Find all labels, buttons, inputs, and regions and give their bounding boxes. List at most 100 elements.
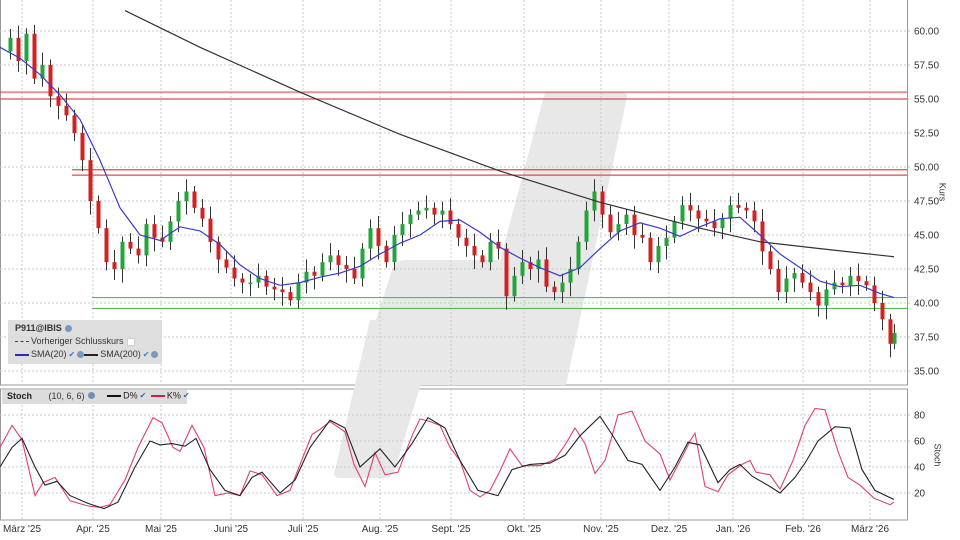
candle-body[interactable] bbox=[144, 224, 149, 256]
candle-body[interactable] bbox=[648, 237, 653, 263]
candle-body[interactable] bbox=[464, 237, 469, 246]
candle-body[interactable] bbox=[280, 289, 285, 293]
candle-body[interactable] bbox=[888, 319, 893, 344]
candle-body[interactable] bbox=[208, 218, 213, 242]
check-icon[interactable]: ✔ bbox=[182, 391, 190, 401]
candle-body[interactable] bbox=[360, 248, 365, 279]
candle-body[interactable] bbox=[892, 332, 897, 344]
candle-body[interactable] bbox=[720, 218, 725, 229]
candle-body[interactable] bbox=[344, 264, 349, 269]
candle-body[interactable] bbox=[408, 214, 413, 225]
candle-body[interactable] bbox=[880, 303, 885, 320]
candle-body[interactable] bbox=[216, 241, 221, 260]
candle-body[interactable] bbox=[104, 228, 109, 263]
candle-body[interactable] bbox=[312, 271, 317, 276]
candle-body[interactable] bbox=[32, 33, 37, 79]
candle-body[interactable] bbox=[728, 205, 733, 219]
candle-body[interactable] bbox=[744, 207, 749, 211]
candle-body[interactable] bbox=[88, 160, 93, 201]
checkbox-icon[interactable] bbox=[126, 337, 135, 346]
candle-body[interactable] bbox=[272, 286, 277, 290]
candle-body[interactable] bbox=[712, 221, 717, 229]
candle-body[interactable] bbox=[224, 259, 229, 268]
candle-body[interactable] bbox=[504, 248, 509, 297]
candle-body[interactable] bbox=[520, 262, 525, 276]
candle-body[interactable] bbox=[704, 218, 709, 222]
candle-body[interactable] bbox=[536, 259, 541, 269]
candle-body[interactable] bbox=[456, 224, 461, 238]
candle-body[interactable] bbox=[256, 275, 261, 283]
candle-body[interactable] bbox=[784, 278, 789, 293]
candle-body[interactable] bbox=[392, 235, 397, 263]
candle-body[interactable] bbox=[424, 207, 429, 211]
candle-body[interactable] bbox=[240, 278, 245, 283]
candle-body[interactable] bbox=[320, 262, 325, 276]
candle-body[interactable] bbox=[112, 262, 117, 269]
candle-body[interactable] bbox=[496, 241, 501, 249]
candle-body[interactable] bbox=[328, 255, 333, 263]
candle-body[interactable] bbox=[200, 207, 205, 219]
candle-body[interactable] bbox=[768, 251, 773, 269]
candle-body[interactable] bbox=[248, 282, 253, 285]
candle-body[interactable] bbox=[336, 255, 341, 265]
candle-body[interactable] bbox=[488, 241, 493, 263]
candle-body[interactable] bbox=[192, 191, 197, 208]
candle-body[interactable] bbox=[808, 282, 813, 293]
candle-body[interactable] bbox=[560, 282, 565, 293]
globe-icon[interactable] bbox=[87, 392, 95, 400]
candle-body[interactable] bbox=[576, 241, 581, 269]
candle-body[interactable] bbox=[72, 115, 77, 133]
candle-body[interactable] bbox=[16, 37, 21, 61]
candle-body[interactable] bbox=[384, 245, 389, 263]
candle-body[interactable] bbox=[56, 96, 61, 106]
candle-body[interactable] bbox=[552, 286, 557, 293]
candle-body[interactable] bbox=[824, 289, 829, 306]
candle-body[interactable] bbox=[64, 105, 69, 116]
candle-body[interactable] bbox=[288, 292, 293, 301]
candle-body[interactable] bbox=[872, 285, 877, 303]
candle-body[interactable] bbox=[584, 210, 589, 242]
candle-body[interactable] bbox=[528, 262, 533, 269]
candle-body[interactable] bbox=[48, 65, 53, 97]
candle-body[interactable] bbox=[760, 221, 765, 252]
candle-body[interactable] bbox=[432, 207, 437, 215]
candle-body[interactable] bbox=[680, 205, 685, 222]
globe-icon[interactable] bbox=[64, 325, 72, 333]
candle-body[interactable] bbox=[448, 210, 453, 225]
candle-body[interactable] bbox=[832, 282, 837, 290]
candle-body[interactable] bbox=[416, 210, 421, 215]
candle-body[interactable] bbox=[840, 282, 845, 286]
candle-body[interactable] bbox=[664, 237, 669, 246]
candle-body[interactable] bbox=[232, 267, 237, 279]
candle-body[interactable] bbox=[800, 273, 805, 283]
candle-body[interactable] bbox=[640, 235, 645, 238]
check-icon[interactable]: ✔ bbox=[142, 350, 150, 359]
candle-body[interactable] bbox=[352, 269, 357, 279]
candle-body[interactable] bbox=[400, 224, 405, 235]
candle-body[interactable] bbox=[480, 255, 485, 263]
candle-body[interactable] bbox=[120, 241, 125, 269]
candle-body[interactable] bbox=[864, 281, 869, 286]
globe-icon[interactable] bbox=[77, 351, 85, 359]
candle-body[interactable] bbox=[672, 221, 677, 238]
candle-body[interactable] bbox=[656, 245, 661, 263]
candle-body[interactable] bbox=[376, 228, 381, 246]
candle-body[interactable] bbox=[152, 224, 157, 238]
candle-body[interactable] bbox=[472, 245, 477, 256]
candle-body[interactable] bbox=[176, 201, 181, 222]
candle-body[interactable] bbox=[40, 65, 45, 79]
candle-body[interactable] bbox=[8, 37, 13, 52]
candle-body[interactable] bbox=[128, 241, 133, 249]
candle-body[interactable] bbox=[856, 275, 861, 282]
candle-body[interactable] bbox=[168, 221, 173, 242]
candle-body[interactable] bbox=[544, 259, 549, 287]
candle-body[interactable] bbox=[80, 133, 85, 161]
candle-body[interactable] bbox=[848, 275, 853, 286]
candle-body[interactable] bbox=[608, 214, 613, 233]
candle-body[interactable] bbox=[736, 205, 741, 208]
candle-body[interactable] bbox=[96, 201, 101, 229]
candle-body[interactable] bbox=[688, 205, 693, 211]
check-icon[interactable]: ✔ bbox=[68, 350, 76, 359]
candle-body[interactable] bbox=[160, 237, 165, 242]
candle-body[interactable] bbox=[616, 224, 621, 233]
